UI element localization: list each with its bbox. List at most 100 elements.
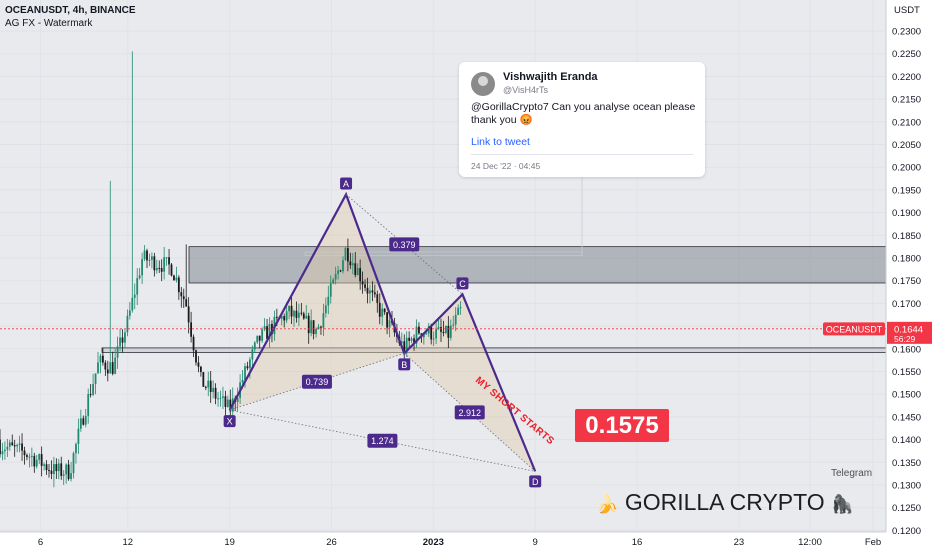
candle-body [173,275,175,281]
candle-body [155,267,158,271]
candle-body [347,248,349,262]
candle-body [28,456,31,458]
candle-body [445,325,447,334]
symbol-title[interactable]: OCEANUSDT, 4h, BINANCE [5,5,136,16]
candle-body [77,428,80,444]
y-tick-label: 0.1900 [892,208,921,219]
candle-body [65,464,68,475]
candle-body [175,277,178,281]
candle-body [187,306,190,323]
candle-body [153,256,156,271]
candle-body [320,326,322,328]
candle-body [57,463,60,472]
candle-body [30,455,33,457]
candle-body [437,327,440,329]
bcd-triangle [404,294,536,472]
candle-body [332,279,335,284]
point-badge [398,358,411,371]
candle-body [168,257,170,265]
candle-body [1,451,4,455]
candle-body [43,464,45,466]
candle-body [359,268,362,282]
candle-body [202,371,205,387]
tweet-link[interactable]: Link to tweet [471,136,530,148]
candle-body [351,263,354,266]
candle-body [344,248,347,261]
candle-body [275,316,278,318]
harmonic-pattern: 0.379 0.739 2.912 1.274 X A B C D [223,177,542,488]
candle-body [163,257,166,272]
candle-body [413,338,415,344]
brand-name: GORILLA CRYPTO [624,489,825,515]
candle-body [13,445,16,447]
candle-body [102,355,104,363]
candle-body [106,369,109,374]
candle-body [89,394,92,396]
candle-body [457,307,460,315]
x-tick-label: 16 [632,537,643,548]
ratio-badge [454,405,485,420]
y-tick-label: 0.2300 [892,27,921,38]
candle-body [381,308,384,317]
candle-body [207,380,210,388]
y-tick-label: 0.2050 [892,140,921,151]
candle-body [55,464,58,472]
y-tick-label: 0.1400 [892,435,921,446]
candle-body [209,380,212,393]
y-tick-label: 0.1850 [892,231,921,242]
y-tick-label: 0.1550 [892,367,921,378]
y-tick-label: 0.2200 [892,72,921,83]
candle-body [440,327,442,332]
candle-body [26,455,28,457]
y-tick-label: 0.1200 [892,526,921,537]
candle-body [151,256,153,260]
candle-body [425,333,428,335]
ratio-label: 0.739 [306,377,329,387]
candle-body [300,312,303,314]
gorilla-icon: 🦍 [831,494,854,514]
y-tick-label: 0.2100 [892,117,921,128]
y-tick-label: 0.1450 [892,412,921,423]
candle-body [442,331,445,334]
point-label: B [401,360,407,370]
candle-body [197,362,200,367]
candle-body [116,346,119,358]
tweet-text: @GorillaCrypto7 Can you analyse ocean pl… [471,101,696,126]
candle-body [62,474,65,476]
ratio-badge [301,374,332,389]
x-tick-label: 26 [326,537,337,548]
candle-body [285,311,288,321]
y-unit-label: USDT [894,5,920,16]
tweet-card[interactable]: Vishwajith Eranda @VisH4rTs @GorillaCryp… [459,62,705,177]
candle-body [109,362,112,374]
candle-body [251,349,254,360]
candle-body [158,267,161,269]
candle-body [131,297,134,311]
candle-body [16,444,19,447]
candle-body [422,333,425,338]
candle-body [315,328,317,335]
candle-body [432,338,435,340]
candle-body [430,326,433,340]
candle-body [415,326,418,344]
tweet-author: Vishwajith Eranda [503,71,598,83]
candle-body [97,362,99,374]
point-label: A [343,179,349,189]
x-tick-label: 2023 [423,537,444,548]
candle-body [452,324,455,326]
tweet-handle: @VisH4rTs [503,85,548,95]
candle-body [87,394,90,416]
candle-body [165,257,168,259]
candle-body [449,325,452,338]
candle-body [217,398,219,400]
candle-body [4,449,6,452]
candle-body [258,335,261,341]
candle-body [339,270,342,272]
candle-body [143,250,146,260]
candle-body [82,418,85,425]
candle-body [364,284,366,288]
candle-body [212,387,215,393]
candle-body [0,439,1,455]
symbol-badge-label: OCEANUSDT [826,324,883,334]
